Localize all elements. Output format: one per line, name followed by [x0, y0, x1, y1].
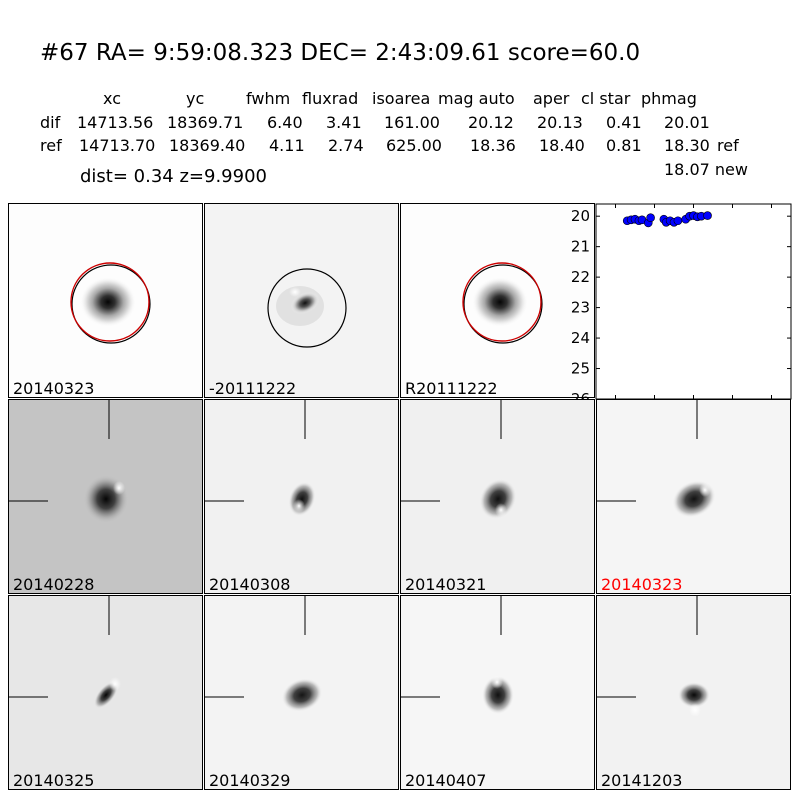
residual-white	[491, 675, 503, 689]
cutout-image	[9, 596, 121, 709]
lightcurve-point	[703, 211, 712, 220]
cutout-panel: 20140329	[204, 595, 399, 790]
dif-mag-auto: 20.12	[468, 113, 514, 132]
panel-label: 20140323	[13, 379, 95, 398]
cutout-image	[9, 400, 129, 523]
column-header-mag-auto: mag auto	[438, 89, 515, 108]
y-tick-label: 21	[571, 238, 590, 256]
lightcurve-point	[646, 213, 655, 223]
dif-xc: 14713.56	[77, 113, 154, 132]
dif-yc: 18369.71	[167, 113, 244, 132]
diff-residual-white	[289, 287, 301, 297]
ref-aper: 18.40	[539, 136, 585, 155]
dif-phmag: 20.01	[664, 113, 710, 132]
panel-label: R20111222	[405, 379, 498, 398]
distance-redshift: dist= 0.34 z=9.9900	[80, 166, 267, 187]
source-blob	[281, 678, 323, 712]
dif-cl-star: 0.41	[606, 113, 642, 132]
image-panel-diff: -20111222	[204, 203, 399, 398]
panel-image	[205, 204, 398, 397]
image-panel-new: 20140323	[8, 203, 203, 398]
data-points	[622, 211, 712, 228]
plot-frame	[595, 203, 792, 400]
source-blob	[672, 480, 716, 518]
source-blob	[80, 277, 136, 327]
column-header-cl-star: cl star	[581, 89, 631, 108]
residual-white	[113, 481, 125, 495]
cutout-image	[597, 596, 710, 717]
cutout-date-label: 20140323	[601, 575, 683, 594]
cutout-panel: 20140228	[8, 399, 203, 594]
y-tick-label: 20	[571, 207, 590, 225]
aperture-circle-black	[267, 268, 347, 348]
cutout-date-label: 20140228	[13, 575, 95, 594]
source-blob	[288, 481, 316, 517]
cutout-image	[401, 596, 514, 715]
column-header-phmag: phmag	[641, 89, 697, 108]
lightcurve-point	[673, 216, 683, 226]
row-label-ref: ref	[40, 136, 62, 155]
cutout-image	[401, 400, 517, 520]
row-label-dif: dif	[40, 113, 61, 132]
aperture-circle-black	[71, 264, 151, 344]
ref-mag-auto: 18.36	[470, 136, 516, 155]
residual-white	[293, 499, 305, 513]
source-blob	[290, 291, 320, 315]
y-tick-label: 25	[571, 360, 590, 378]
dif-fwhm: 6.40	[267, 113, 303, 132]
y-tick-label: 23	[571, 299, 590, 317]
source-blob	[482, 675, 514, 715]
ref-isoarea: 625.00	[386, 136, 442, 155]
residual-white	[109, 677, 121, 691]
cutout-image	[205, 596, 323, 712]
cutout-panel: 20140323	[596, 399, 791, 594]
column-header-fluxrad: fluxrad	[302, 89, 359, 108]
ref-fwhm: 4.11	[269, 136, 305, 155]
dif-fluxrad: 3.41	[326, 113, 362, 132]
page-title: #67 RA= 9:59:08.323 DEC= 2:43:09.61 scor…	[40, 40, 641, 66]
cutout-image	[205, 400, 316, 517]
cutout-panel: 20141203	[596, 595, 791, 790]
ref-phmag: 18.30	[664, 136, 710, 155]
y-tick-label: 24	[571, 329, 590, 347]
dif-aper: 20.13	[537, 113, 583, 132]
residual-white	[689, 703, 701, 717]
ref-fluxrad: 2.74	[328, 136, 364, 155]
aperture-circle-black	[463, 264, 543, 344]
column-header-isoarea: isoarea	[372, 89, 431, 108]
residual-white	[699, 483, 711, 497]
cutout-panel: 20140325	[8, 595, 203, 790]
residual-white	[495, 503, 507, 517]
cutout-date-label: 20140329	[209, 771, 291, 790]
y-tick-label: 22	[571, 268, 590, 286]
new-magnitude: 18.07 new	[664, 160, 748, 179]
cutout-date-label: 20140308	[209, 575, 291, 594]
cutout-image	[597, 400, 716, 518]
cutout-panel: 20140308	[204, 399, 399, 594]
aperture-circle-red	[462, 262, 542, 342]
ref-xc: 14713.70	[79, 136, 156, 155]
panel-image	[9, 204, 202, 397]
ref-cl-star: 0.81	[606, 136, 642, 155]
panel-image	[401, 204, 594, 397]
image-panel-ref: R20111222	[400, 203, 595, 398]
dif-isoarea: 161.00	[384, 113, 440, 132]
column-header-yc: yc	[186, 89, 205, 108]
aperture-circle-red	[70, 262, 150, 342]
cutout-date-label: 20140325	[13, 771, 95, 790]
ref-yc: 18369.40	[169, 136, 246, 155]
column-header-fwhm: fwhm	[246, 89, 291, 108]
cutout-panel: 20140321	[400, 399, 595, 594]
column-header-aper: aper	[533, 89, 570, 108]
ref-suffix: ref	[717, 136, 739, 155]
cutout-panel: 20140407	[400, 595, 595, 790]
cutout-date-label: 20140407	[405, 771, 487, 790]
panel-label: -20111222	[209, 379, 297, 398]
source-blob	[472, 277, 528, 327]
cutout-date-label: 20141203	[601, 771, 683, 790]
source-blob	[678, 682, 710, 708]
cutout-date-label: 20140321	[405, 575, 487, 594]
source-blob	[479, 478, 517, 520]
column-header-xc: xc	[103, 89, 121, 108]
